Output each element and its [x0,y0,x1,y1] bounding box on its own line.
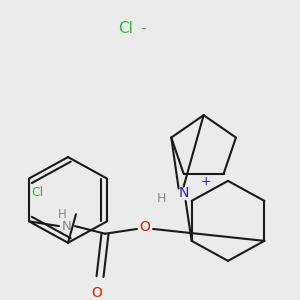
Text: H: H [157,191,166,205]
Text: Cl: Cl [118,21,133,36]
Text: Cl: Cl [31,186,43,199]
Text: O: O [92,286,103,300]
Text: O: O [140,220,151,234]
Text: +: + [200,175,211,188]
Text: N: N [178,186,189,200]
Text: H: H [58,208,66,221]
Text: -: - [140,21,145,36]
Text: N: N [62,220,72,232]
